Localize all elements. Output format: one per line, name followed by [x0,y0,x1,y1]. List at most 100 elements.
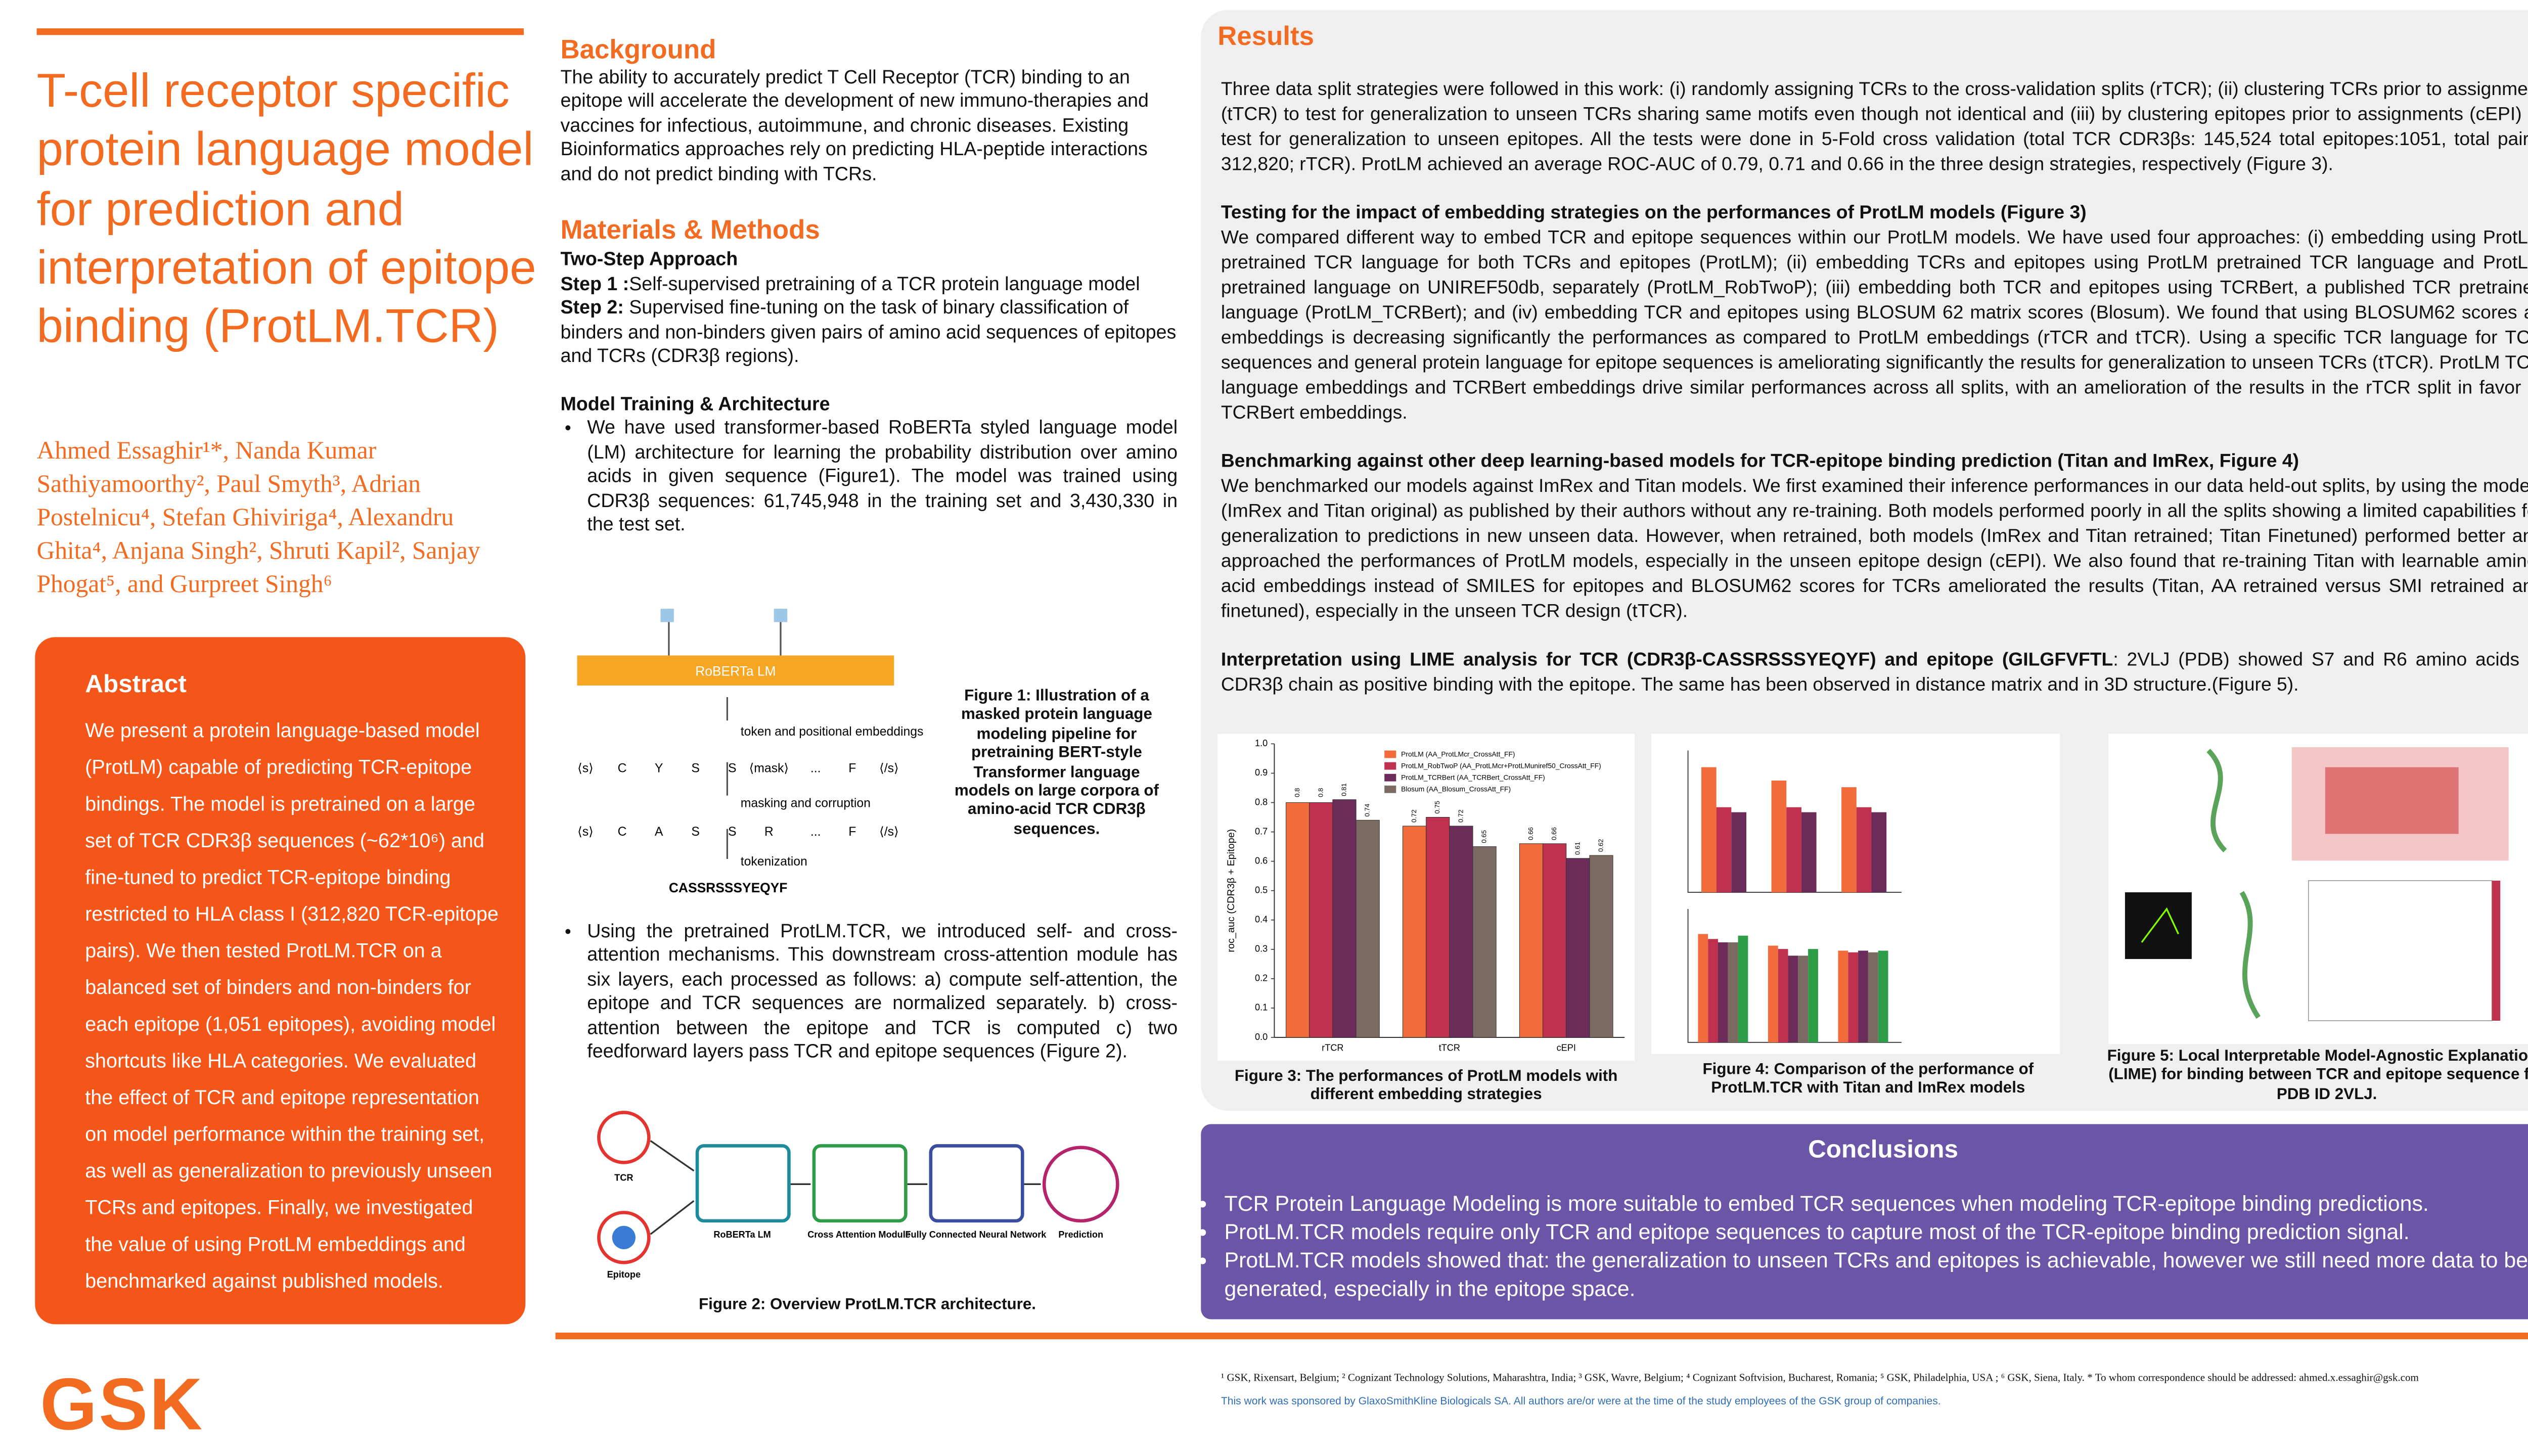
token: F [848,825,856,839]
token: ⟨s⟩ [577,761,594,775]
arrows [668,609,782,859]
fig2-label: Epitope [607,1269,641,1280]
value-label: 0.8 [1317,788,1324,797]
token: ... [810,825,821,839]
step: Step 2: Supervised fine-tuning on the ta… [560,297,1178,370]
bar [1543,843,1567,1038]
fig2-label: Fully Connected Neural Network [905,1230,1047,1240]
token: S [691,825,700,839]
value-label: 0.62 [1597,839,1605,852]
token: ⟨s⟩ [577,825,594,839]
figure-5 [2108,734,2528,1044]
step: Step 1 :Self-supervised pretraining of a… [560,273,1178,297]
figure-2: TCR Epitope RoBERTa LM Cross Attention M… [597,1111,1119,1280]
section-heading: Interpretation using LIME analysis for T… [1221,651,2113,671]
y-tick-label: 0.7 [1255,826,1268,836]
section-text: We compared different way to embed TCR a… [1221,229,2528,424]
poster-title: T-cell receptor specific protein languag… [36,65,536,354]
figure-4 [1651,734,2060,1054]
logo: GSK [40,1364,204,1446]
heading: Conclusions [1808,1135,1959,1164]
bullets: Using the pretrained ProtLM.TCR, we intr… [560,921,1178,1066]
bars [1698,767,1888,1042]
token: ⟨/s⟩ [879,825,899,839]
figure-3-chart: 0.0 0.1 0.2 0.3 0.4 0.5 0.6 0.7 0.8 0.9 1.0 roc_auc… [1217,734,1635,1061]
abstract-box: Abstract We present a protein language-b… [35,637,526,1325]
prediction-icon [1042,1146,1119,1223]
fig2-label: Prediction [1058,1230,1103,1240]
legend-label: ProtLM_TCRBert (AA_TCRBert_CrossAtt_FF) [1401,774,1545,782]
colorbar [2492,880,2501,1021]
bullets: We have used transformer-based RoBERTa s… [560,417,1178,538]
out-node [774,609,788,622]
tokens: ⟨s⟩ C Y S S ⟨mask⟩... F ⟨/s⟩ ⟨s⟩ C A S S R... F ⟨/s⟩ [577,761,899,838]
lm-block [577,655,894,686]
rule [36,28,524,35]
value-label: 0.8 [1293,788,1301,797]
bar [1589,855,1613,1038]
step-label: Step 1 : [560,275,629,295]
tcr-icon [597,1111,651,1164]
y-tick-label: 0.2 [1255,973,1268,983]
bar [1356,820,1380,1038]
x-tick-label: cEPI [1557,1042,1576,1053]
panel [1687,750,1902,1043]
figure-caption: Figure 1: Illustration of a masked prote… [954,687,1159,839]
bar [1519,843,1544,1038]
value-label: 0.65 [1480,830,1488,843]
y-tick-label: 0.5 [1255,885,1268,895]
affiliations: ¹ GSK, Rixensart, Belgium; ² Cognizant T… [1221,1373,2419,1385]
step-text: Supervised fine-tuning on the task of bi… [560,299,1177,368]
methods: Materials & Methods Two-Step Approach St… [560,215,1178,538]
sponsor: This work was sponsored by GlaxoSmithKli… [1221,1396,1941,1408]
y-tick-label: 0.0 [1255,1032,1268,1042]
fc-box [929,1144,1024,1223]
results-heading: Results [1217,23,1314,53]
legend-swatch [1384,774,1396,782]
legend-swatch [1384,762,1396,770]
fig1-label: token and positional embeddings [741,725,924,739]
bullets: TCR Protein Language Modeling is more su… [1201,1191,2528,1303]
section-text: : 2VLJ (PDB) showed S7 and R6 amino acid… [1221,651,2528,696]
x-tick-label: tTCR [1439,1042,1460,1053]
epitope-dot [612,1225,636,1249]
token: R [764,825,774,839]
token: S [728,761,737,775]
structure-line [2141,907,2179,943]
value-label: 0.66 [1527,827,1534,840]
bar [1426,817,1450,1038]
y-tick-label: 0.1 [1255,1003,1268,1013]
y-tick-label: 0.8 [1255,797,1268,807]
fig1-label: tokenization [741,855,807,869]
x-tick-label: rTCR [1322,1042,1343,1053]
step-text: Self-supervised pretraining of a TCR pro… [629,275,1140,295]
structure-image [2125,892,2192,959]
value-label: 0.81 [1340,783,1347,796]
heading: Materials & Methods [560,216,820,245]
heading: Background [560,36,716,65]
bar [1332,799,1357,1038]
methods-2: Using the pretrained ProtLM.TCR, we intr… [560,921,1178,1066]
token: A [655,825,663,839]
legend-swatch [1384,750,1396,758]
y-tick-label: 0.4 [1255,915,1268,925]
heading: Results [1217,23,1314,52]
bullet: ProtLM.TCR models require only TCR and e… [1224,1219,2528,1247]
bullet: Using the pretrained ProtLM.TCR, we intr… [587,921,1178,1066]
token: C [618,825,627,839]
y-tick-label: 1.0 [1255,738,1268,748]
value-label: 0.75 [1433,801,1441,814]
figure-caption: Figure 5: Local Interpretable Model-Agno… [2107,1047,2528,1104]
figure-caption: Figure 2: Overview ProtLM.TCR architectu… [698,1296,1036,1314]
arrows [650,1140,1041,1235]
y-tick-label: 0.9 [1255,767,1268,778]
legend-label: ProtLM (AA_ProtLMcr_CrossAtt_FF) [1401,750,1515,758]
lime-grid [2308,880,2493,1021]
lm-box [695,1144,791,1223]
out-node [660,609,674,622]
bar [1566,858,1590,1038]
token: C [618,761,627,775]
background: Background The ability to accurately pre… [560,37,1178,188]
